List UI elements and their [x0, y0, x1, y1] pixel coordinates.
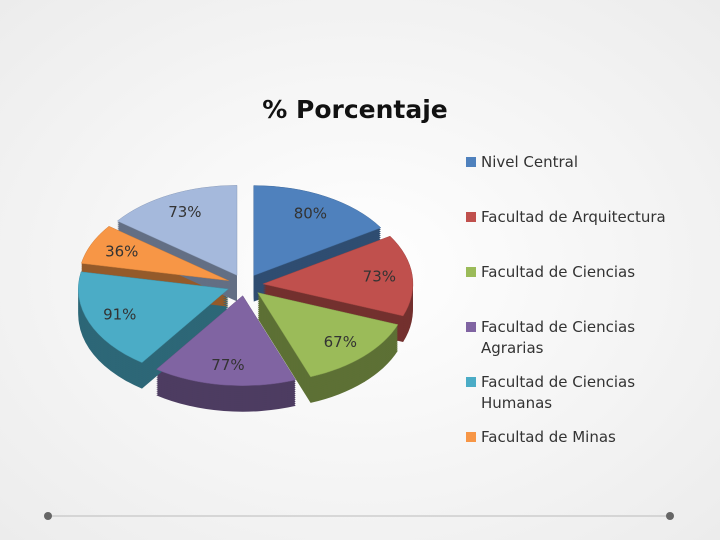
legend-item: Nivel Central: [466, 152, 666, 173]
legend-swatch: [466, 432, 476, 442]
legend-item: Facultad de Arquitectura: [466, 207, 666, 228]
slice: [78, 271, 229, 363]
legend-swatch: [466, 157, 476, 167]
legend-swatch: [466, 322, 476, 332]
chart-title: % Porcentaje: [262, 95, 448, 124]
data-label: 77%: [211, 356, 244, 374]
slice: [262, 235, 414, 317]
legend-label: Facultad de Arquitectura: [481, 208, 666, 226]
data-label: 73%: [363, 268, 396, 286]
legend-swatch: [466, 377, 476, 387]
decor-dot: [44, 512, 52, 520]
legend-swatch: [466, 267, 476, 277]
slice: [116, 185, 238, 276]
legend-label: Facultad de Ciencias Humanas: [481, 373, 636, 412]
pie-tops: [78, 185, 414, 386]
data-label: 80%: [294, 205, 327, 223]
legend-label: Facultad de Minas: [481, 428, 616, 446]
legend-item: Facultad de Ciencias Humanas: [466, 372, 666, 414]
legend-label: Nivel Central: [481, 153, 579, 171]
slice: [253, 185, 382, 276]
legend-label: Facultad de Ciencias Agrarias: [481, 318, 636, 357]
data-label: 67%: [324, 333, 357, 351]
data-label: 73%: [168, 203, 201, 221]
legend-label: Facultad de Ciencias: [481, 263, 636, 281]
legend-item: Facultad de Minas: [466, 427, 666, 448]
legend-swatch: [466, 212, 476, 222]
data-label: 91%: [103, 306, 136, 324]
data-label: 36%: [105, 242, 138, 260]
decor-dot: [666, 512, 674, 520]
slice: [81, 225, 229, 281]
legend-item: Facultad de Ciencias: [466, 262, 666, 283]
slice: [257, 292, 399, 378]
legend-item: Facultad de Ciencias Agrarias: [466, 317, 666, 359]
slice: [155, 295, 297, 386]
pie-labels: 80% 73% 67% 77% 91% 36% 73%: [103, 203, 396, 374]
